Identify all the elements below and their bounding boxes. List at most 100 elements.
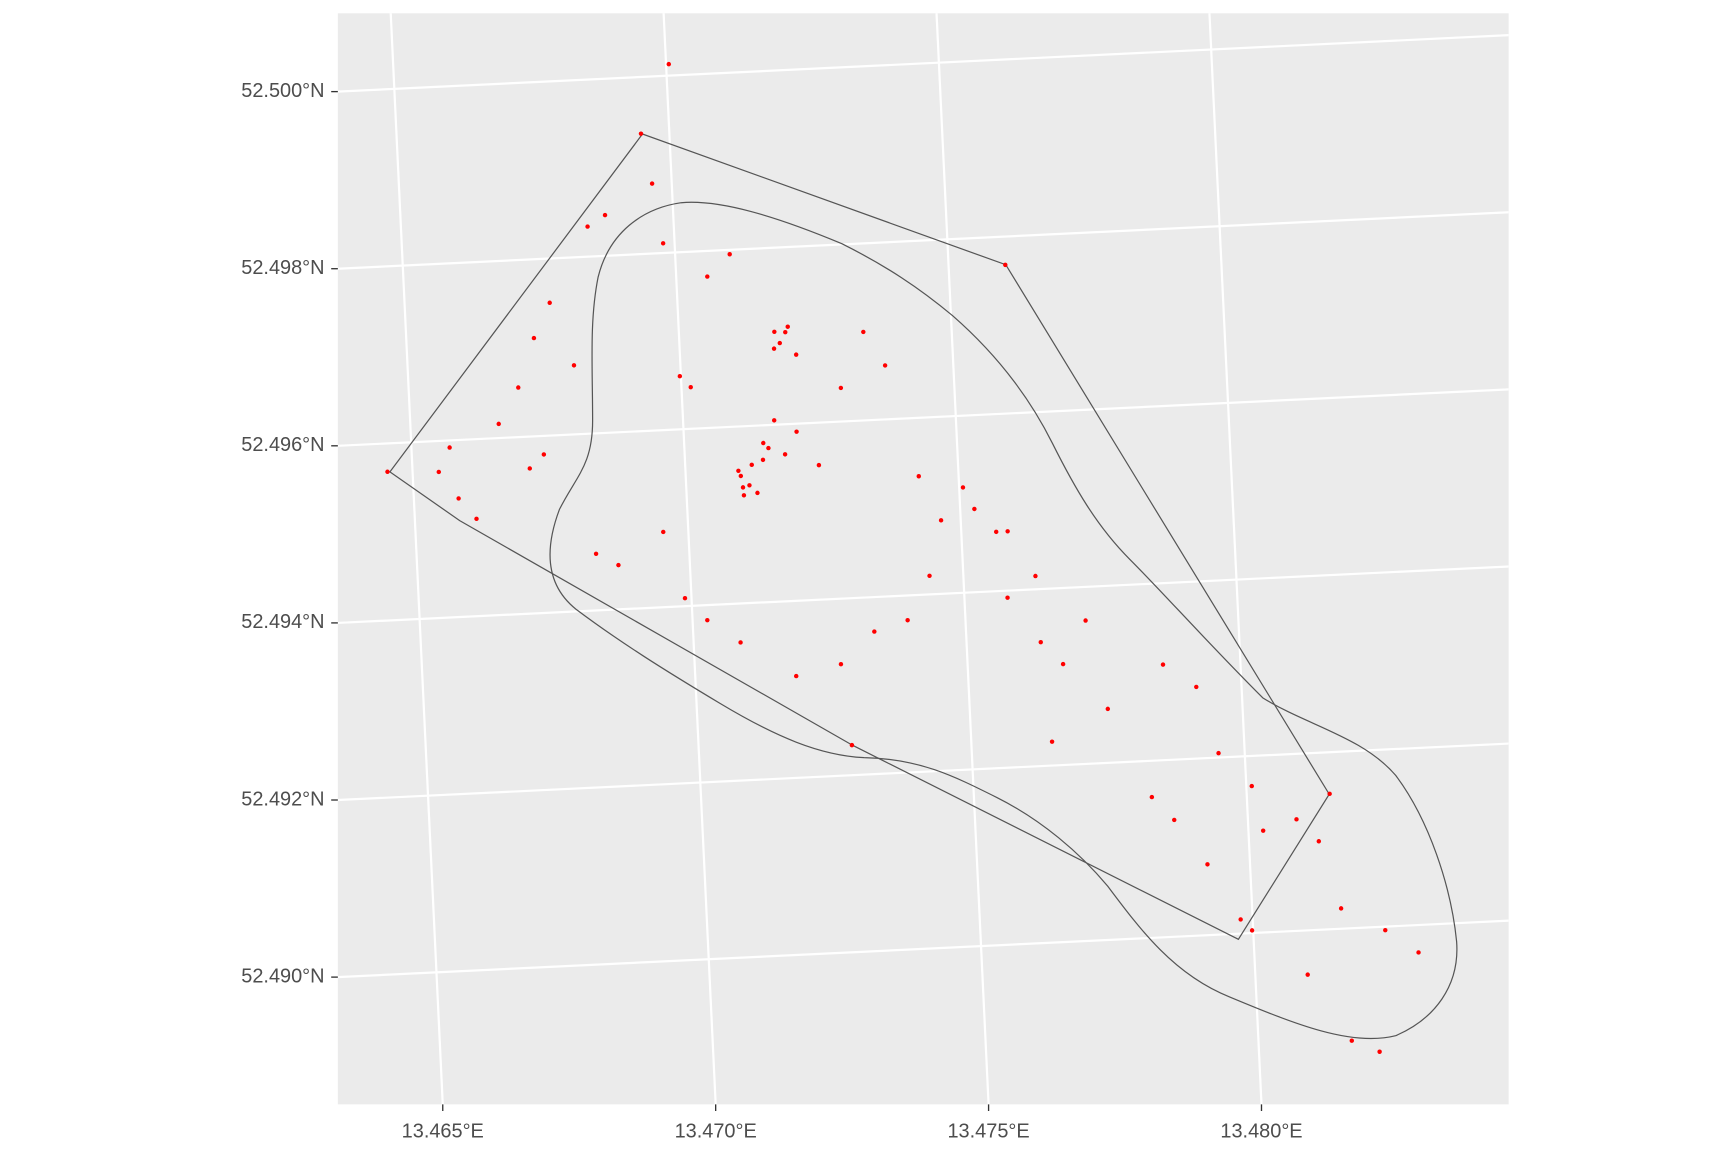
point xyxy=(1083,618,1088,623)
point xyxy=(1038,639,1043,645)
point xyxy=(1316,839,1322,844)
point xyxy=(1238,917,1243,922)
point xyxy=(1005,595,1010,600)
grid-line xyxy=(337,742,1509,802)
point xyxy=(1205,862,1210,867)
point xyxy=(783,329,788,335)
point xyxy=(474,516,479,522)
point xyxy=(736,468,741,473)
point xyxy=(456,496,461,501)
point xyxy=(593,551,599,557)
point xyxy=(1105,706,1111,712)
point xyxy=(1377,1049,1382,1054)
grid-line xyxy=(337,388,1509,447)
point xyxy=(541,452,547,457)
y-tick-label: 52.500°N xyxy=(241,80,324,102)
points xyxy=(385,61,1421,1054)
point xyxy=(794,429,799,434)
point xyxy=(882,363,888,368)
x-tick-label: 13.480°E xyxy=(1220,1120,1302,1142)
point xyxy=(1149,794,1155,800)
point xyxy=(993,529,999,535)
point xyxy=(761,440,766,446)
point xyxy=(741,493,747,498)
outlines xyxy=(389,133,1458,1040)
point xyxy=(740,485,746,490)
point xyxy=(849,742,855,748)
point xyxy=(777,340,783,346)
point xyxy=(527,466,532,471)
x-tick-label: 13.475°E xyxy=(947,1120,1029,1142)
point xyxy=(1416,950,1421,955)
point xyxy=(1249,783,1254,789)
point xyxy=(861,329,866,335)
point xyxy=(660,241,666,246)
point xyxy=(1249,928,1255,933)
grid-line xyxy=(389,13,444,1105)
point xyxy=(649,181,655,186)
point xyxy=(1349,1038,1355,1043)
grid-line xyxy=(662,13,717,1105)
y-tick-label: 52.490°N xyxy=(241,965,324,987)
point xyxy=(738,640,743,645)
point xyxy=(1049,739,1055,744)
point xyxy=(1194,684,1199,690)
point xyxy=(771,418,777,423)
y-tick-label: 52.494°N xyxy=(241,611,324,633)
point xyxy=(516,385,521,390)
point xyxy=(1338,906,1344,911)
y-tick-label: 52.496°N xyxy=(241,434,324,456)
point xyxy=(727,252,732,257)
point xyxy=(447,445,452,450)
grid-line xyxy=(337,565,1509,625)
point xyxy=(385,469,390,474)
point xyxy=(1060,661,1066,667)
panel-background xyxy=(337,13,1509,1105)
grid-line xyxy=(337,211,1509,270)
point xyxy=(1033,573,1038,579)
point xyxy=(1216,750,1221,756)
grid-line xyxy=(337,34,1509,93)
point xyxy=(738,473,744,479)
point xyxy=(585,224,590,229)
point xyxy=(749,462,754,468)
point xyxy=(705,274,710,279)
point xyxy=(905,618,910,623)
point xyxy=(782,452,788,457)
point xyxy=(794,673,799,679)
point xyxy=(771,346,777,351)
point xyxy=(755,490,760,496)
point xyxy=(496,421,501,427)
point xyxy=(677,373,683,379)
point xyxy=(766,445,771,451)
y-tick-label: 52.498°N xyxy=(241,257,324,279)
x-tick-label: 13.470°E xyxy=(675,1120,757,1142)
point xyxy=(688,384,693,390)
point xyxy=(1172,817,1177,823)
point xyxy=(705,617,710,623)
point xyxy=(838,385,844,391)
point xyxy=(571,363,577,368)
point xyxy=(938,518,944,523)
y-tick-label: 52.492°N xyxy=(241,788,324,810)
x-tick-label: 13.465°E xyxy=(402,1120,484,1142)
axes: 13.465°E 13.470°E 13.475°E 13.480°E 52.490°N… xyxy=(241,80,1302,1142)
point xyxy=(785,324,790,329)
point xyxy=(816,462,822,468)
point xyxy=(436,469,442,475)
point xyxy=(838,661,844,667)
grid-line xyxy=(337,919,1509,979)
point xyxy=(872,629,877,634)
point xyxy=(1383,927,1388,933)
point xyxy=(616,562,621,568)
point xyxy=(972,506,977,512)
point xyxy=(666,61,671,67)
point xyxy=(1327,791,1332,797)
grid-line xyxy=(935,13,990,1105)
point xyxy=(747,483,752,488)
point xyxy=(1260,828,1266,833)
point xyxy=(638,131,644,136)
point xyxy=(1003,262,1008,268)
